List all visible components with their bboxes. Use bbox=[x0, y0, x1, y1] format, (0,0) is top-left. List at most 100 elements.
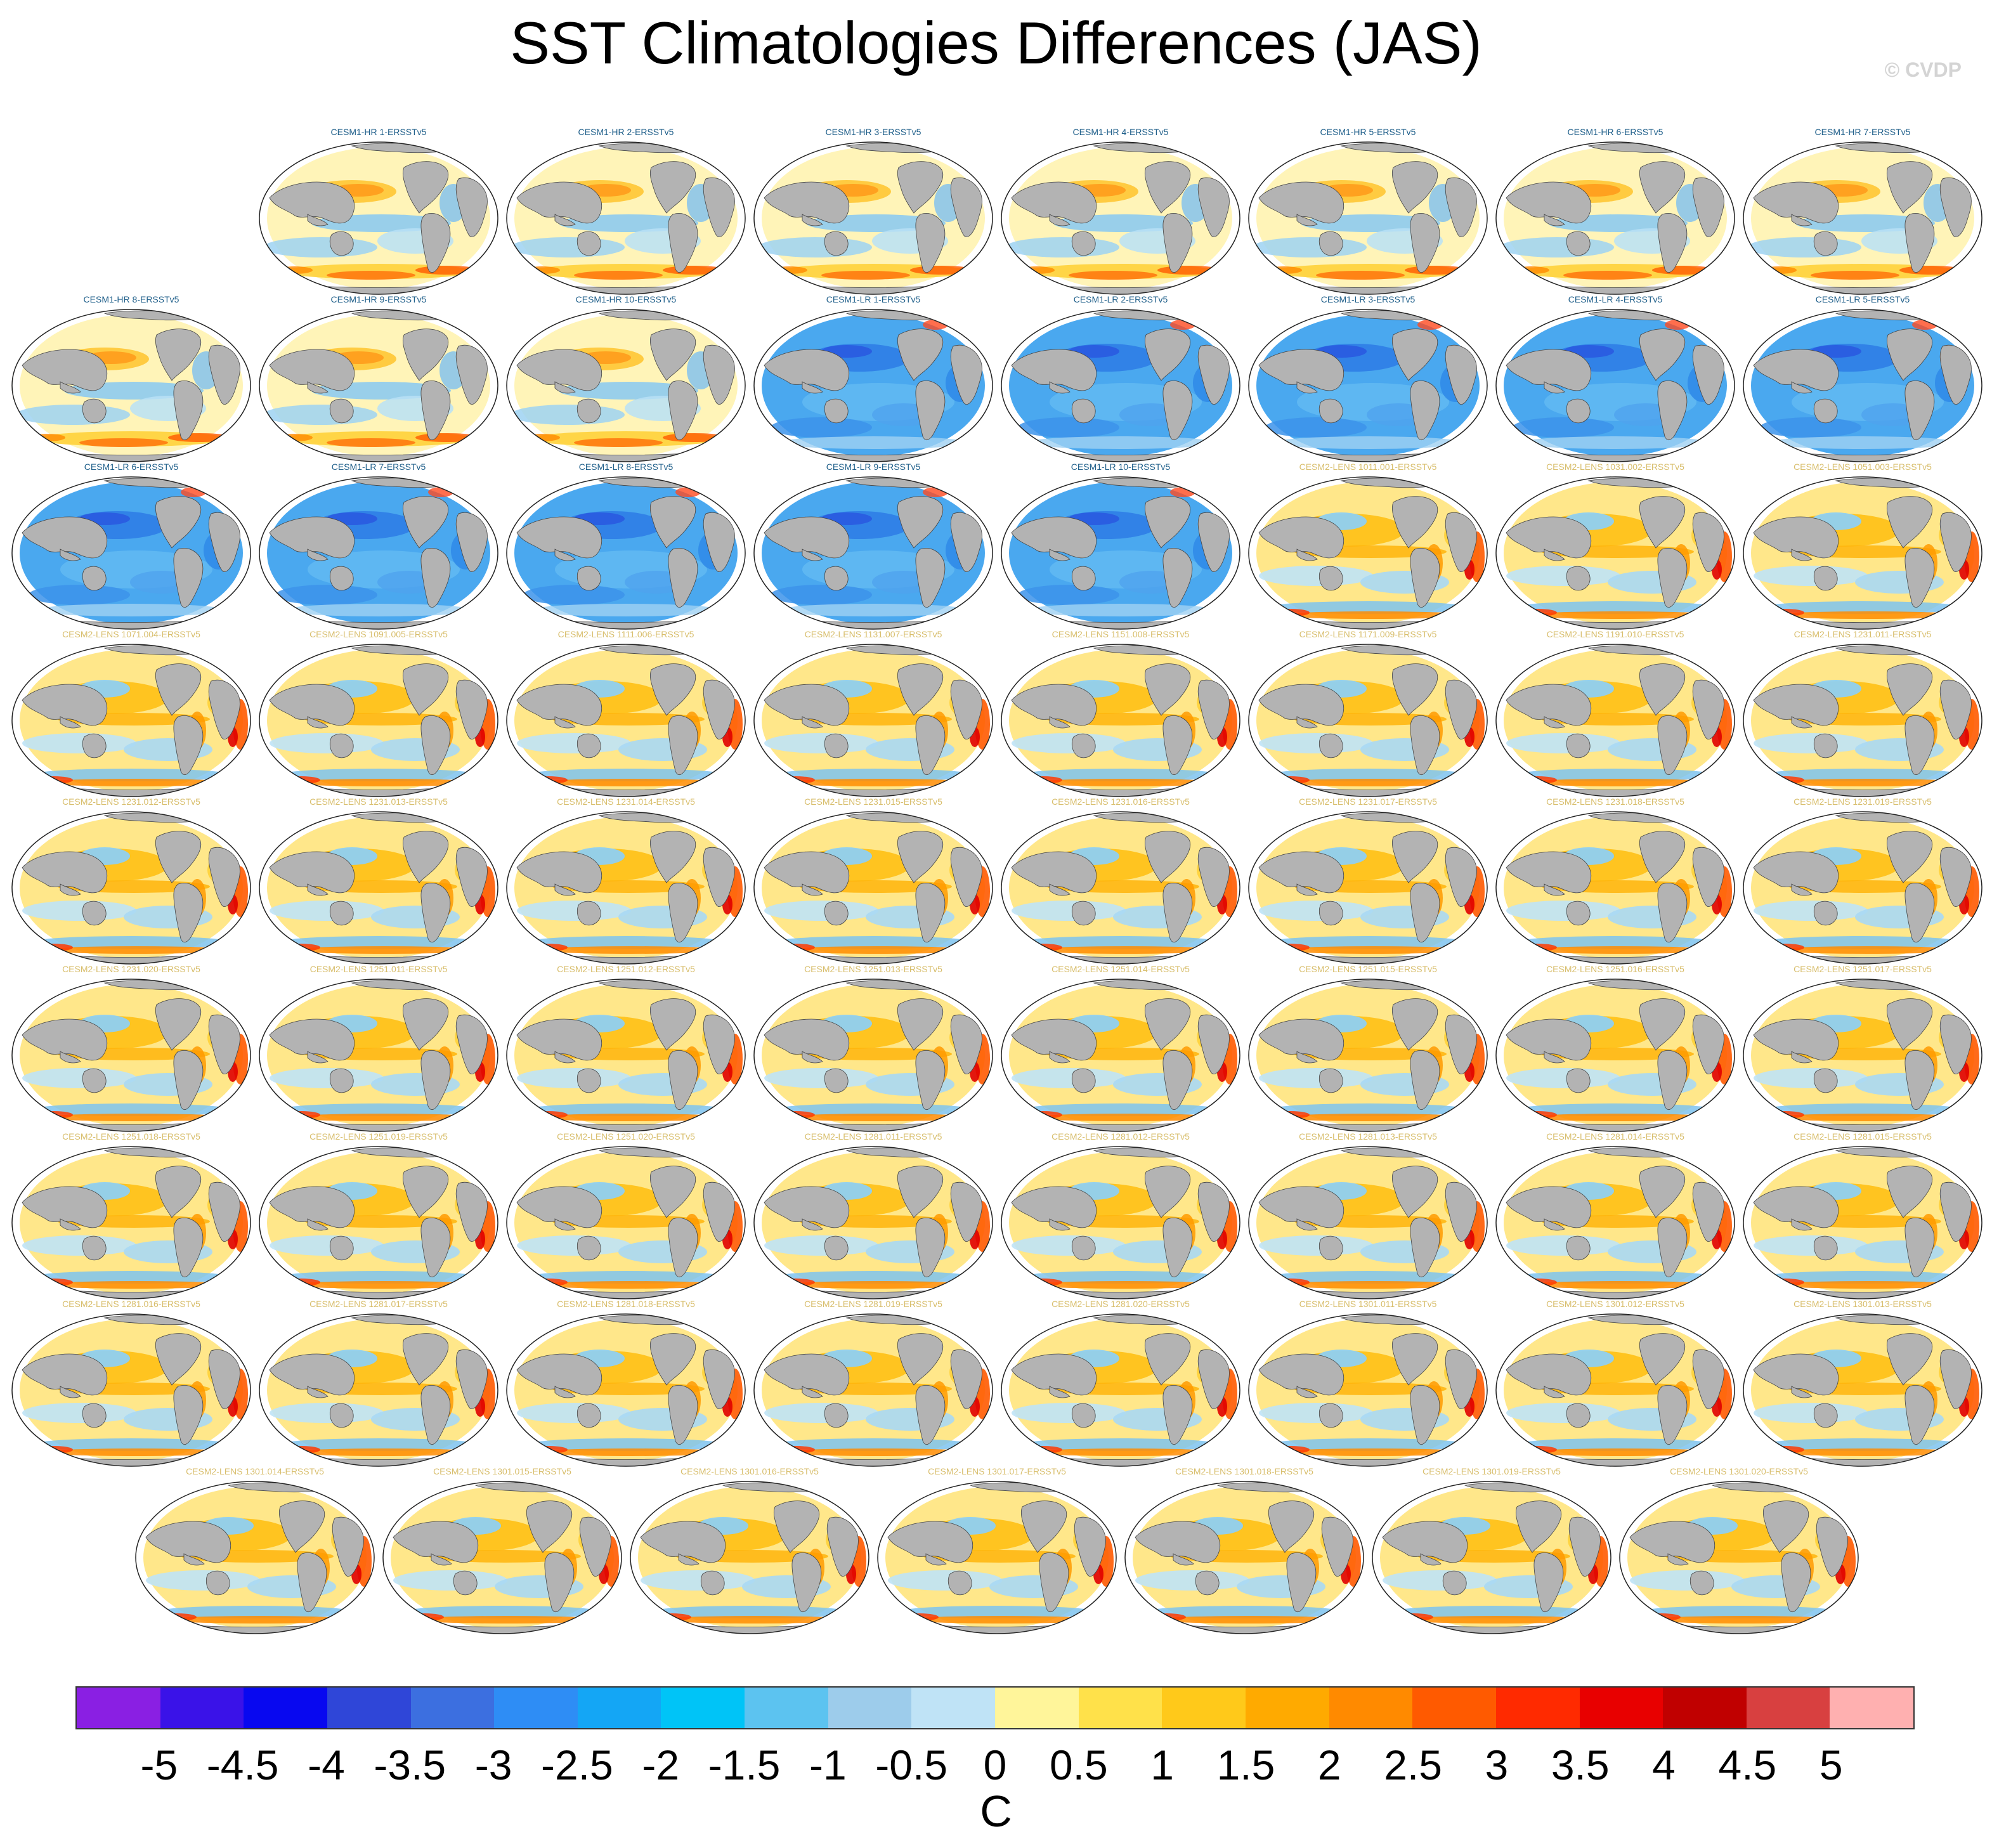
land-mask bbox=[1692, 512, 1724, 573]
land-mask bbox=[1318, 398, 1343, 424]
south-indian-cold bbox=[29, 585, 130, 605]
colorbar-tick-label: -0.5 bbox=[875, 1741, 948, 1788]
land-mask bbox=[1753, 516, 1839, 559]
land-mask bbox=[269, 1018, 355, 1061]
map-panel: CESM2-LENS 1231.016-ERSSTv5 bbox=[999, 797, 1242, 966]
map-fill bbox=[1256, 645, 1485, 797]
sst-difference-map bbox=[1743, 309, 1982, 462]
southern-ocean-warm bbox=[41, 1281, 231, 1289]
land-mask bbox=[205, 1570, 230, 1596]
panel-label: CESM2-LENS 1301.017-ERSSTv5 bbox=[928, 1466, 1066, 1476]
land-mask bbox=[897, 1333, 944, 1386]
map-fill bbox=[514, 812, 743, 964]
land-mask bbox=[554, 1218, 576, 1231]
land-mask bbox=[402, 496, 449, 549]
panel-label: CESM2-LENS 1191.010-ERSSTv5 bbox=[1546, 629, 1684, 639]
land-mask bbox=[1886, 496, 1933, 549]
southern-ocean-hot bbox=[530, 944, 568, 951]
sst-difference-map bbox=[259, 476, 498, 630]
sst-difference-map bbox=[1248, 309, 1488, 462]
land-mask bbox=[1639, 1333, 1686, 1386]
land-mask bbox=[1813, 1403, 1838, 1428]
land-mask bbox=[1939, 1349, 1972, 1410]
land-mask bbox=[1904, 1050, 1935, 1110]
land-mask bbox=[1753, 684, 1839, 726]
land-mask bbox=[887, 1521, 973, 1563]
land-mask bbox=[1445, 1181, 1477, 1242]
sst-difference-map bbox=[506, 309, 746, 462]
land-mask bbox=[183, 1553, 205, 1566]
land-mask bbox=[145, 1521, 231, 1563]
land-mask bbox=[1692, 344, 1724, 405]
colorbar-box bbox=[1663, 1688, 1747, 1728]
land-mask bbox=[455, 1181, 488, 1242]
land-mask bbox=[1144, 663, 1191, 716]
land-mask bbox=[1286, 1552, 1317, 1613]
south-indian-cool bbox=[764, 901, 878, 921]
sst-difference-map bbox=[259, 811, 498, 965]
land-mask bbox=[269, 1186, 355, 1228]
map-outline bbox=[1495, 309, 1735, 462]
sst-difference-map bbox=[753, 476, 993, 630]
land-mask bbox=[802, 214, 823, 226]
south-indian-cool bbox=[16, 405, 130, 425]
land-mask bbox=[1258, 1018, 1344, 1061]
land-mask bbox=[402, 663, 449, 716]
southern-ocean-warm bbox=[1773, 1448, 1963, 1456]
land-mask bbox=[1162, 1050, 1193, 1110]
map-outline bbox=[1248, 1313, 1488, 1467]
map-panel: CESM1-HR 2-ERSSTv5 bbox=[504, 127, 748, 297]
land-mask bbox=[1391, 663, 1438, 716]
land-mask bbox=[155, 329, 202, 381]
land-mask bbox=[1162, 1385, 1193, 1445]
colorbar-box bbox=[494, 1688, 578, 1728]
map-panel: CESM2-LENS 1281.011-ERSSTv5 bbox=[752, 1131, 995, 1301]
land-mask bbox=[1258, 851, 1344, 894]
map-outline bbox=[1743, 309, 1982, 462]
land-mask bbox=[802, 1386, 823, 1398]
land-mask bbox=[1566, 398, 1591, 424]
land-mask bbox=[703, 1014, 735, 1075]
land-mask bbox=[1515, 1500, 1562, 1553]
map-outline bbox=[1495, 979, 1735, 1132]
map-fill bbox=[514, 1147, 743, 1299]
land-mask bbox=[824, 231, 849, 256]
southern-ocean-warm bbox=[289, 1114, 479, 1121]
panel-label: CESM2-LENS 1281.016-ERSSTv5 bbox=[62, 1299, 200, 1309]
land-mask bbox=[1011, 1353, 1097, 1396]
south-indian-cool bbox=[1747, 237, 1861, 257]
map-outline bbox=[753, 811, 993, 965]
land-mask bbox=[897, 496, 944, 549]
land-mask bbox=[82, 1235, 107, 1261]
colorbar-box bbox=[1078, 1688, 1162, 1728]
land-mask bbox=[1197, 1014, 1230, 1075]
southern-ocean bbox=[36, 604, 226, 616]
land-mask bbox=[1506, 1018, 1592, 1061]
land-mask bbox=[668, 381, 698, 441]
land-mask bbox=[1689, 1570, 1714, 1596]
land-mask bbox=[1639, 329, 1686, 381]
land-mask bbox=[640, 1521, 726, 1563]
southern-ocean-warm bbox=[1773, 946, 1963, 954]
colorbar-box bbox=[911, 1688, 996, 1728]
land-mask bbox=[1791, 1051, 1813, 1064]
colorbar-box bbox=[828, 1688, 912, 1728]
land-mask bbox=[22, 1186, 108, 1228]
sst-difference-map bbox=[1743, 141, 1982, 295]
land-mask bbox=[420, 1385, 451, 1445]
land-mask bbox=[1162, 1218, 1193, 1278]
map-outline bbox=[506, 476, 746, 630]
south-indian-cool bbox=[764, 1403, 878, 1423]
map-panel: CESM2-LENS 1251.011-ERSSTv5 bbox=[257, 964, 500, 1134]
south-indian-cold bbox=[1513, 417, 1614, 438]
southern-ocean bbox=[1025, 604, 1216, 616]
land-mask bbox=[950, 679, 982, 740]
south-indian-cool bbox=[1754, 901, 1868, 921]
sst-difference-map bbox=[506, 476, 746, 630]
southern-ocean-hot bbox=[79, 438, 168, 447]
map-fill bbox=[20, 980, 248, 1131]
map-fill bbox=[1256, 1147, 1485, 1299]
sst-difference-map bbox=[11, 979, 251, 1132]
land-mask bbox=[173, 883, 204, 943]
